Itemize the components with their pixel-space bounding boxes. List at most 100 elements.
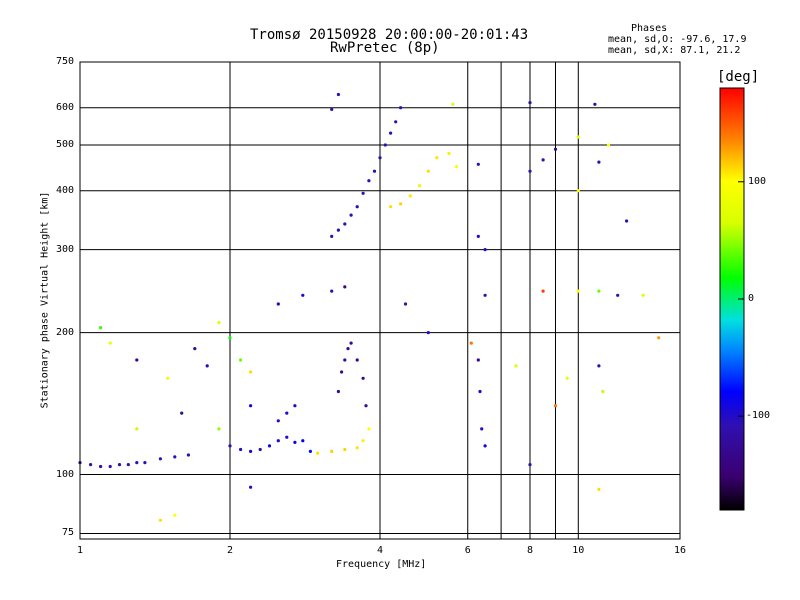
data-point xyxy=(89,463,93,467)
data-point xyxy=(293,404,297,408)
data-point xyxy=(476,162,480,166)
x-tick-label: 8 xyxy=(527,545,534,556)
data-point xyxy=(469,341,473,345)
data-point xyxy=(616,293,620,297)
data-point xyxy=(330,107,334,111)
chart-subtitle: RwPretec (8p) xyxy=(330,40,440,56)
y-axis-label: Stationary phase Virtual Height [km] xyxy=(39,191,51,409)
data-point xyxy=(601,389,605,394)
x-tick-label: 4 xyxy=(377,545,384,556)
stats-line-o: mean, sd,O: -97.6, 17.9 xyxy=(608,34,747,45)
data-point xyxy=(126,463,130,467)
data-point xyxy=(364,404,368,408)
data-point xyxy=(239,447,243,452)
data-point xyxy=(576,135,580,139)
data-point xyxy=(267,444,272,448)
data-point xyxy=(346,347,350,351)
data-point xyxy=(249,485,253,489)
data-point xyxy=(330,234,334,238)
y-tick-label: 400 xyxy=(56,184,75,196)
y-tick-label: 750 xyxy=(56,56,75,67)
data-point xyxy=(553,404,558,408)
data-point xyxy=(135,427,139,431)
data-point xyxy=(258,447,262,452)
data-point xyxy=(476,234,480,238)
data-point xyxy=(372,169,377,173)
data-points xyxy=(78,92,661,522)
data-point xyxy=(483,444,487,448)
data-point xyxy=(625,219,629,223)
data-point xyxy=(135,461,139,465)
data-point xyxy=(394,120,398,124)
stats-heading: Phases xyxy=(631,23,668,34)
data-point xyxy=(480,427,484,431)
data-point xyxy=(276,302,280,306)
data-point xyxy=(455,165,459,169)
x-tick-label: 10 xyxy=(572,545,585,556)
y-tick-label: 75 xyxy=(62,527,75,539)
data-point xyxy=(301,439,305,443)
data-point xyxy=(426,169,430,173)
y-tick-label: 300 xyxy=(56,243,75,255)
data-point xyxy=(301,293,305,297)
data-point xyxy=(514,364,518,368)
data-point xyxy=(367,179,371,183)
data-point xyxy=(330,449,334,453)
colorbar-tick-label: -100 xyxy=(746,410,771,422)
data-point xyxy=(576,189,580,193)
data-point xyxy=(217,321,221,325)
data-point xyxy=(343,447,347,452)
y-tick-label: 600 xyxy=(56,101,75,113)
y-tick-label: 500 xyxy=(56,139,75,151)
data-point xyxy=(186,453,190,457)
data-point xyxy=(193,347,197,351)
data-point xyxy=(249,404,253,408)
data-point xyxy=(565,376,569,380)
data-point xyxy=(180,411,184,415)
data-point xyxy=(528,169,532,173)
data-point xyxy=(228,444,232,448)
data-point xyxy=(541,289,545,293)
data-point xyxy=(355,205,359,209)
data-point xyxy=(158,518,162,522)
data-point xyxy=(349,213,353,217)
data-point xyxy=(135,358,139,362)
data-point xyxy=(403,302,408,306)
x-tick-label: 2 xyxy=(227,545,234,556)
colorbar-tick-label: 0 xyxy=(748,293,755,304)
colorbar-ticks xyxy=(738,181,744,417)
data-point xyxy=(285,411,289,415)
data-point xyxy=(597,487,601,491)
data-point xyxy=(336,389,340,394)
data-point xyxy=(99,464,103,469)
data-point xyxy=(447,151,451,155)
data-point xyxy=(228,336,232,340)
x-axis-label: Frequency [MHz] xyxy=(336,559,427,570)
data-point xyxy=(99,326,103,330)
data-point xyxy=(336,228,340,232)
data-point xyxy=(343,285,347,289)
data-point xyxy=(597,160,601,164)
data-point xyxy=(276,419,280,423)
data-point xyxy=(173,455,177,459)
data-point xyxy=(361,439,365,443)
data-point xyxy=(249,370,253,374)
data-point xyxy=(597,289,601,293)
data-point xyxy=(593,102,597,106)
data-point xyxy=(383,143,387,147)
data-point xyxy=(657,336,661,340)
data-point xyxy=(355,358,359,362)
data-point xyxy=(597,364,601,368)
colorbar-label: [deg] xyxy=(717,69,760,85)
data-point xyxy=(166,376,170,380)
data-point xyxy=(378,156,382,160)
y-tick-label: 200 xyxy=(56,326,75,338)
data-point xyxy=(217,427,221,431)
data-point xyxy=(173,513,177,517)
data-point xyxy=(367,427,371,431)
data-point xyxy=(330,289,334,293)
data-point xyxy=(389,205,393,209)
data-point xyxy=(641,293,645,297)
data-point xyxy=(349,341,353,345)
